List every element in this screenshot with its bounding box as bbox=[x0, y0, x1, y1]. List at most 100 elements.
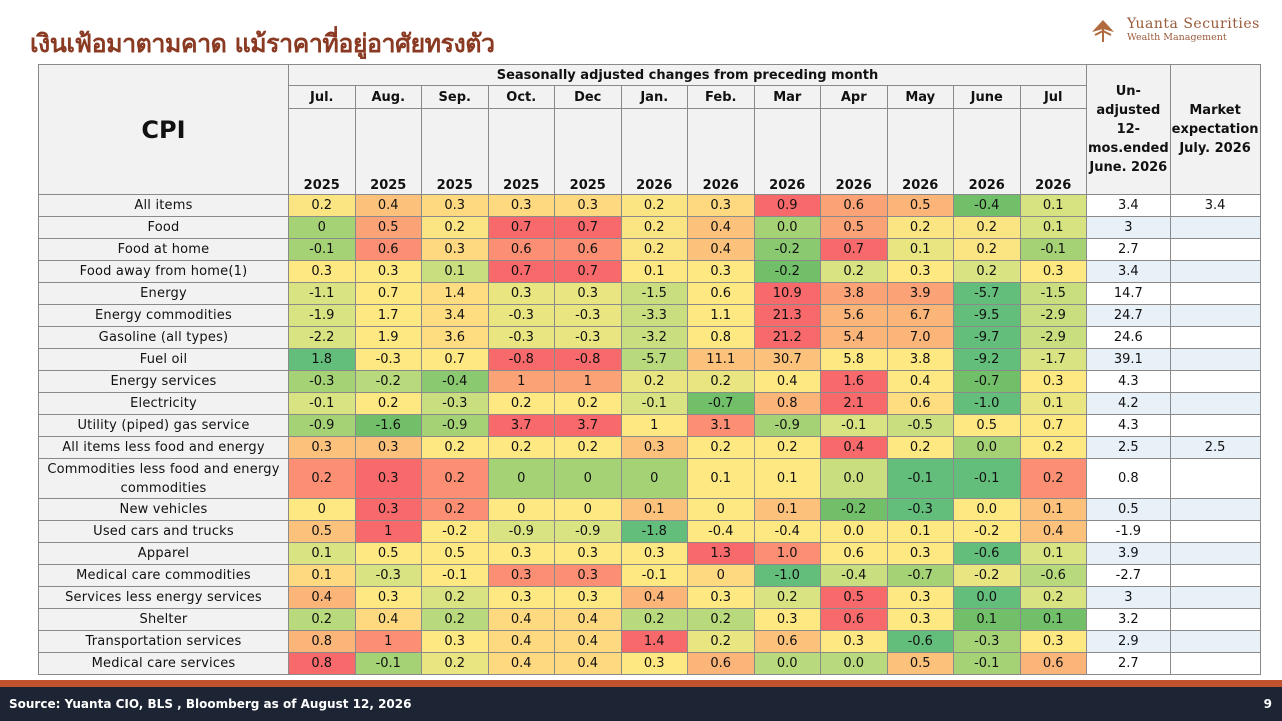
value-cell: -9.5 bbox=[953, 304, 1021, 327]
value-cell: 0.2 bbox=[620, 370, 688, 393]
table-row: Medical care services 0.8 -0.1 0.2 0.4 0.4 0.3… bbox=[38, 652, 1261, 675]
value-cell: 1.1 bbox=[687, 304, 755, 327]
value-cell: 0.3 bbox=[886, 608, 954, 631]
table-row: Energy -1.1 0.7 1.4 0.3 0.3 -1.5 0.6 10.9 3.8 3.9-… bbox=[38, 282, 1261, 305]
value-cell: 0.4 bbox=[1019, 520, 1087, 543]
market-expectation-cell bbox=[1169, 348, 1261, 371]
table-row: New vehicles 0 0.3 0.2 0 0 0.1 0 0.1 -0.2 -0.3 0.0 0… bbox=[38, 498, 1261, 521]
market-expectation-cell bbox=[1169, 282, 1261, 305]
value-cell: 1 bbox=[554, 370, 622, 393]
value-cell: 0.0 bbox=[953, 498, 1021, 521]
year-header: 2025 bbox=[554, 108, 622, 195]
row-label: Food away from home(1) bbox=[38, 260, 289, 283]
value-cell: 1 bbox=[487, 370, 555, 393]
value-cell: 0 bbox=[487, 458, 555, 499]
value-cell: -0.1 bbox=[354, 652, 422, 675]
year-header: 2026 bbox=[753, 108, 821, 195]
market-expectation-cell bbox=[1169, 238, 1261, 261]
value-cell: 0.6 bbox=[687, 282, 755, 305]
value-cell: 0.2 bbox=[953, 216, 1021, 239]
row-label: Fuel oil bbox=[38, 348, 289, 371]
value-cell: 0.3 bbox=[487, 194, 555, 217]
value-cell: 0.0 bbox=[753, 216, 821, 239]
value-cell: 7.0 bbox=[886, 326, 954, 349]
value-cell: 5.4 bbox=[820, 326, 888, 349]
value-cell: -2.9 bbox=[1019, 304, 1087, 327]
value-cell: -1.6 bbox=[354, 414, 422, 437]
table-row: Services less energy services 0.4 0.3 0.2 0.… bbox=[38, 586, 1261, 609]
value-cell: 0.1 bbox=[1019, 608, 1087, 631]
value-cell: -0.3 bbox=[487, 304, 555, 327]
table-row: Food away from home(1) 0.3 0.3 0.1 0.7 0.7 0.1… bbox=[38, 260, 1261, 283]
source-note: Source: Yuanta CIO, BLS , Bloomberg as o… bbox=[9, 697, 412, 711]
table-row: Fuel oil 1.8 -0.3 0.7 -0.8 -0.8 -5.7 11.1 30.7 5.… bbox=[38, 348, 1261, 371]
value-cell: 0.3 bbox=[421, 630, 489, 653]
month-header: Jan. bbox=[620, 85, 688, 109]
value-cell: 0.2 bbox=[354, 392, 422, 415]
value-cell: -0.2 bbox=[753, 238, 821, 261]
value-cell: 1 bbox=[620, 414, 688, 437]
value-cell: 0.2 bbox=[421, 216, 489, 239]
logo-brand-text: Yuanta Securities bbox=[1127, 16, 1260, 32]
value-cell: 0.2 bbox=[421, 608, 489, 631]
value-cell: 1.4 bbox=[421, 282, 489, 305]
market-expectation-cell bbox=[1169, 652, 1261, 675]
value-cell: -0.4 bbox=[421, 370, 489, 393]
value-cell: 0.2 bbox=[1019, 586, 1087, 609]
value-cell: 0 bbox=[687, 498, 755, 521]
market-expectation-cell bbox=[1169, 260, 1261, 283]
value-cell: 0.3 bbox=[354, 436, 422, 459]
market-expectation-cell bbox=[1169, 608, 1261, 631]
value-cell: 0.2 bbox=[886, 216, 954, 239]
value-cell: 0.7 bbox=[487, 216, 555, 239]
value-cell: 0.1 bbox=[1019, 498, 1087, 521]
value-cell: 0.2 bbox=[421, 458, 489, 499]
value-cell: 0.8 bbox=[288, 652, 356, 675]
value-cell: -0.3 bbox=[554, 326, 622, 349]
value-cell: 0 bbox=[288, 498, 356, 521]
company-logo: Yuanta Securities Wealth Management bbox=[1090, 16, 1270, 48]
value-cell: 0.6 bbox=[820, 542, 888, 565]
table-row: Commodities less food and energy commodi… bbox=[38, 458, 1261, 499]
market-expectation-header: Market expectation July. 2026 bbox=[1169, 64, 1261, 195]
value-cell: -0.2 bbox=[820, 498, 888, 521]
month-header: Mar bbox=[753, 85, 821, 109]
table-row: Gasoline (all types) -2.2 1.9 3.6 -0.3 -0.3 -3… bbox=[38, 326, 1261, 349]
market-expectation-cell bbox=[1169, 498, 1261, 521]
unadjusted-cell: 3.2 bbox=[1086, 608, 1171, 631]
value-cell: 0.3 bbox=[354, 498, 422, 521]
value-cell: 0.6 bbox=[1019, 652, 1087, 675]
value-cell: 0.3 bbox=[554, 194, 622, 217]
row-label: Medical care services bbox=[38, 652, 289, 675]
value-cell: -0.9 bbox=[487, 520, 555, 543]
table-row: Shelter 0.2 0.4 0.2 0.4 0.4 0.2 0.2 0.3 0.6 0.3 0.1… bbox=[38, 608, 1261, 631]
value-cell: 0.3 bbox=[354, 586, 422, 609]
market-expectation-cell bbox=[1169, 370, 1261, 393]
value-cell: 0.0 bbox=[820, 458, 888, 499]
value-cell: -0.3 bbox=[886, 498, 954, 521]
value-cell: 0.6 bbox=[354, 238, 422, 261]
value-cell: 21.2 bbox=[753, 326, 821, 349]
row-label: Used cars and trucks bbox=[38, 520, 289, 543]
value-cell: 21.3 bbox=[753, 304, 821, 327]
unadjusted-cell: 2.7 bbox=[1086, 238, 1171, 261]
value-cell: 0.6 bbox=[753, 630, 821, 653]
table-row: Apparel 0.1 0.5 0.5 0.3 0.3 0.3 1.3 1.0 0.6 0.3 -0.… bbox=[38, 542, 1261, 565]
value-cell: -0.3 bbox=[953, 630, 1021, 653]
month-header: Sep. bbox=[421, 85, 489, 109]
value-cell: 0.1 bbox=[953, 608, 1021, 631]
value-cell: 0.1 bbox=[620, 498, 688, 521]
value-cell: 0.8 bbox=[753, 392, 821, 415]
value-cell: 0 bbox=[554, 458, 622, 499]
value-cell: 1.7 bbox=[354, 304, 422, 327]
value-cell: -0.3 bbox=[554, 304, 622, 327]
table-row: All items less food and energy 0.3 0.3 0.2 0… bbox=[38, 436, 1261, 459]
value-cell: -0.1 bbox=[288, 238, 356, 261]
market-expectation-cell: 2.5 bbox=[1169, 436, 1261, 459]
value-cell: 0.1 bbox=[421, 260, 489, 283]
value-cell: 0.6 bbox=[687, 652, 755, 675]
value-cell: 0.5 bbox=[820, 216, 888, 239]
value-cell: 1.3 bbox=[687, 542, 755, 565]
month-header: Oct. bbox=[487, 85, 555, 109]
value-cell: 0.2 bbox=[687, 370, 755, 393]
